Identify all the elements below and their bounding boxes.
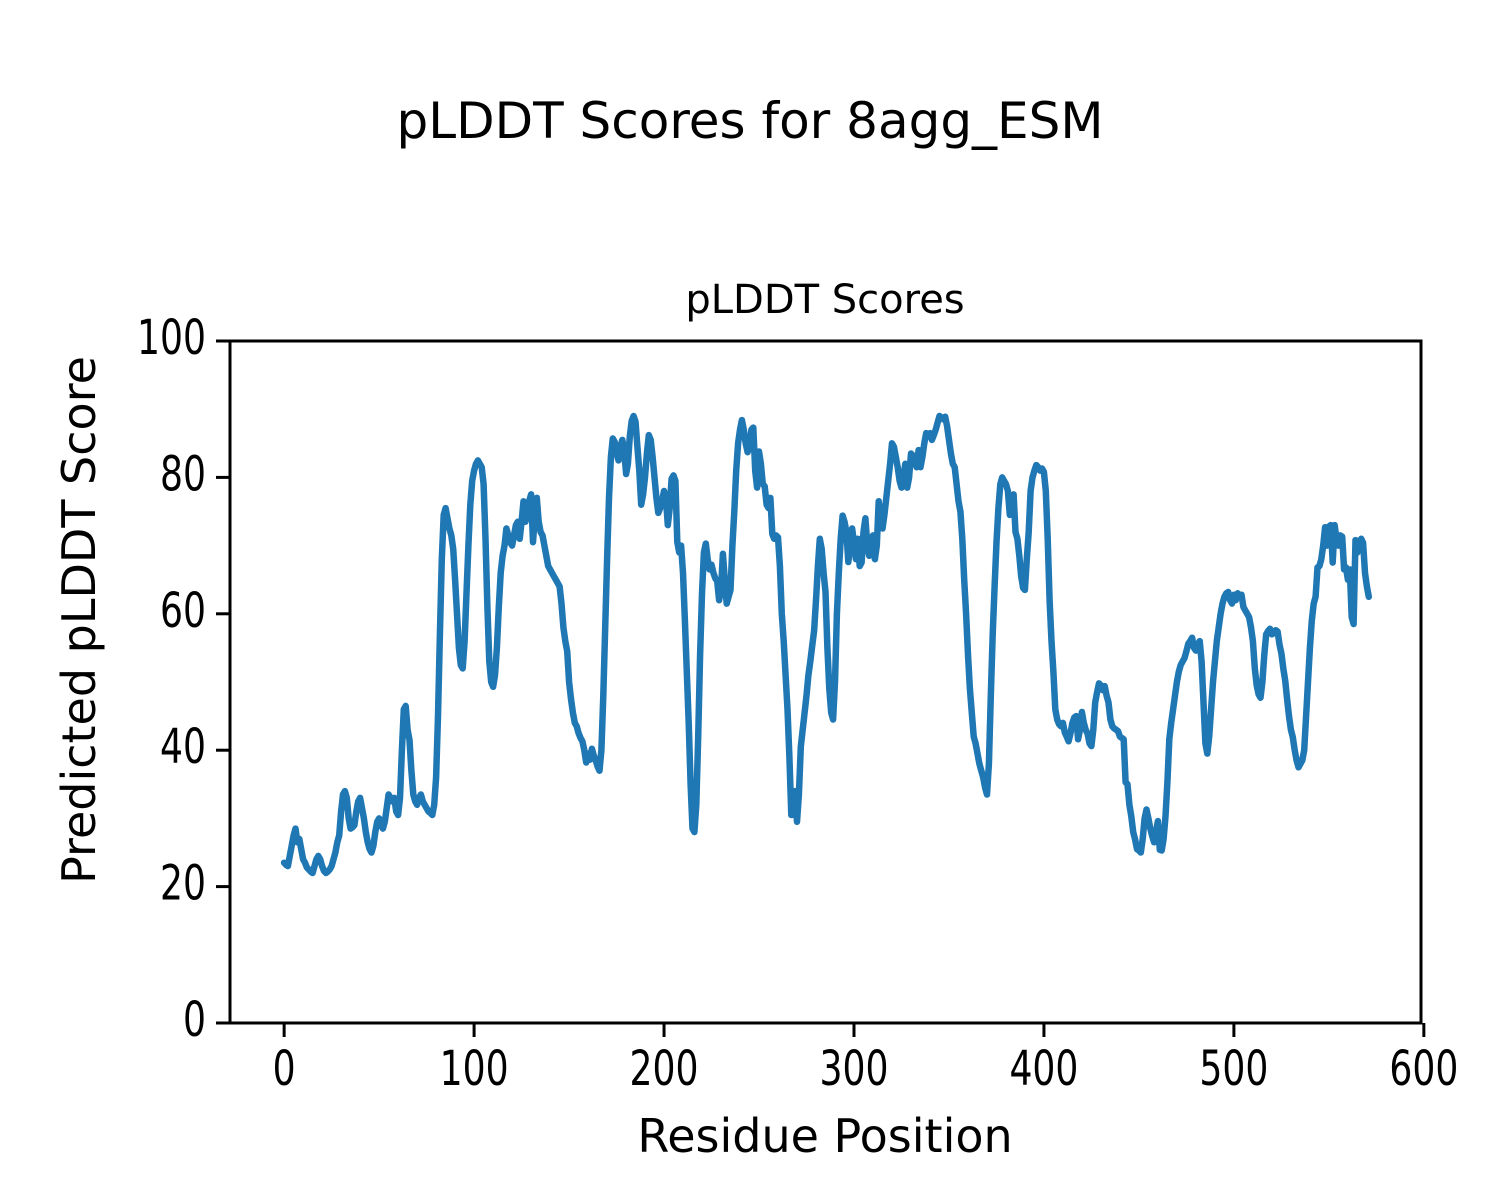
y-tick-label: 80 <box>160 446 206 502</box>
axes-title: pLDDT Scores <box>685 277 964 323</box>
x-tick-label: 500 <box>1199 1041 1268 1097</box>
x-axis-tick-labels: 0 100 200 300 400 500 600 <box>273 1041 1459 1097</box>
y-tick-label: 40 <box>160 719 206 775</box>
y-axis-tick-labels: 0 20 40 60 80 100 <box>137 310 206 1048</box>
y-tick-label: 60 <box>160 583 206 639</box>
y-tick-label: 100 <box>137 310 206 366</box>
x-tick-label: 0 <box>273 1041 296 1097</box>
plot-frame <box>228 339 1423 1025</box>
plddt-series-line <box>280 412 1373 877</box>
x-tick-label: 400 <box>1009 1041 1078 1097</box>
x-axis-label: Residue Position <box>637 1109 1012 1163</box>
y-tick-label: 20 <box>160 856 206 912</box>
x-tick-label: 200 <box>630 1041 699 1097</box>
x-tick-label: 300 <box>819 1041 888 1097</box>
x-tick-label: 100 <box>440 1041 509 1097</box>
x-axis-tickmarks <box>282 1023 1426 1037</box>
y-tick-label: 0 <box>183 992 206 1048</box>
y-axis-tickmarks <box>216 339 230 1025</box>
y-axis-label: Predicted pLDDT Score <box>52 356 106 884</box>
figure-title: pLDDT Scores for 8agg_ESM <box>396 92 1103 150</box>
x-tick-label: 600 <box>1389 1041 1458 1097</box>
